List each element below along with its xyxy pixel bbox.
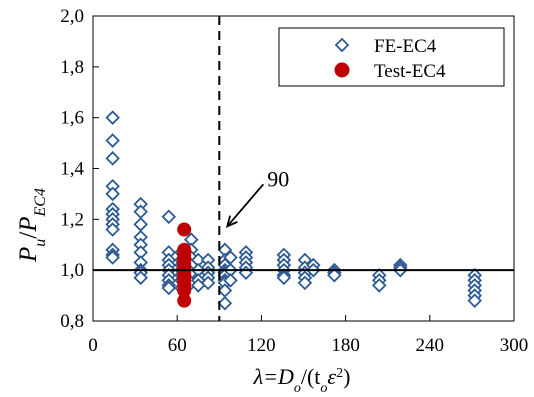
legend-box <box>278 27 505 87</box>
data-point-fe-ec4 <box>161 209 177 225</box>
legend-marker-fe-ec4 <box>334 37 350 53</box>
data-point-fe-ec4 <box>133 204 148 219</box>
data-point-fe-ec4 <box>133 270 148 286</box>
data-point-fe-ec4 <box>105 186 120 202</box>
annotations: 90 <box>93 16 514 321</box>
data-point-fe-ec4 <box>372 278 387 293</box>
x-tick-label: 0 <box>88 335 98 356</box>
annotation-arrowhead <box>225 215 238 228</box>
data-point-fe-ec4 <box>276 270 292 286</box>
x-tick-label: 60 <box>168 335 187 356</box>
data-point-fe-ec4 <box>467 293 482 308</box>
data-point-fe-ec4 <box>297 275 313 291</box>
legend-label: FE-EC4 <box>374 36 437 57</box>
x-tick-label: 120 <box>247 335 276 356</box>
legend: FE-EC4 Test-EC4 <box>278 27 505 87</box>
y-tick-label: 1,2 <box>60 209 84 230</box>
legend-marker-test-ec4 <box>334 62 350 78</box>
data-point-fe-ec4 <box>105 133 120 148</box>
data-point-fe-ec4 <box>161 280 177 296</box>
data-point-test-ec4 <box>177 222 192 237</box>
annotation-arrow <box>226 183 264 227</box>
data-point-fe-ec4 <box>327 267 342 283</box>
x-tick-label: 240 <box>416 335 445 356</box>
data-point-fe-ec4 <box>133 217 148 232</box>
x-tick-label: 300 <box>500 335 529 356</box>
data-marks <box>105 110 482 311</box>
data-point-fe-ec4 <box>105 222 120 237</box>
y-tick-label: 1,6 <box>60 108 84 129</box>
data-point-fe-ec4 <box>217 295 233 311</box>
y-tick-label: 1,8 <box>60 57 84 78</box>
data-point-test-ec4 <box>177 293 192 308</box>
data-point-fe-ec4 <box>105 151 120 166</box>
y-tick-label: 1,0 <box>60 260 84 281</box>
x-tick-label: 180 <box>331 335 360 356</box>
y-tick-label: 0,8 <box>60 311 84 332</box>
data-point-fe-ec4 <box>105 110 120 125</box>
annotation-label: 90 <box>267 166 289 191</box>
data-point-fe-ec4 <box>105 250 120 265</box>
legend-label: Test-EC4 <box>374 61 446 82</box>
y-axis-label: Pu/PEC4 <box>15 188 49 263</box>
data-point-fe-ec4 <box>217 283 233 298</box>
data-point-fe-ec4 <box>200 275 216 291</box>
axes: 0,8 1,0 1,2 1,4 1,6 1,8 2,0 0 60 120 180 240 300 <box>60 6 528 356</box>
y-tick-label: 2,0 <box>60 6 84 27</box>
x-axis-label: λ=Do/(toε2) <box>253 364 351 396</box>
y-tick-label: 1,4 <box>60 159 84 180</box>
data-point-fe-ec4 <box>223 273 238 288</box>
